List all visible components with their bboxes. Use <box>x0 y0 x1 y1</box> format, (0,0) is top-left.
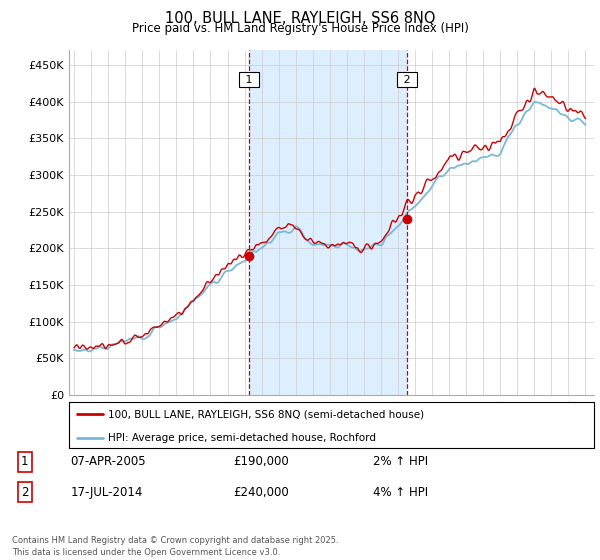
Text: 1: 1 <box>242 74 256 85</box>
Text: 100, BULL LANE, RAYLEIGH, SS6 8NQ: 100, BULL LANE, RAYLEIGH, SS6 8NQ <box>165 11 435 26</box>
Text: Price paid vs. HM Land Registry's House Price Index (HPI): Price paid vs. HM Land Registry's House … <box>131 22 469 35</box>
Text: 100, BULL LANE, RAYLEIGH, SS6 8NQ (semi-detached house): 100, BULL LANE, RAYLEIGH, SS6 8NQ (semi-… <box>109 409 425 419</box>
Text: 07-APR-2005: 07-APR-2005 <box>70 455 146 468</box>
Text: 4% ↑ HPI: 4% ↑ HPI <box>373 486 428 498</box>
Text: 2: 2 <box>400 74 414 85</box>
Text: £190,000: £190,000 <box>233 455 289 468</box>
Text: 17-JUL-2014: 17-JUL-2014 <box>70 486 143 498</box>
Text: £240,000: £240,000 <box>233 486 289 498</box>
Text: 2: 2 <box>21 486 29 498</box>
Text: HPI: Average price, semi-detached house, Rochford: HPI: Average price, semi-detached house,… <box>109 433 376 443</box>
Text: 2% ↑ HPI: 2% ↑ HPI <box>373 455 428 468</box>
Text: 1: 1 <box>21 455 29 468</box>
Text: Contains HM Land Registry data © Crown copyright and database right 2025.
This d: Contains HM Land Registry data © Crown c… <box>12 536 338 557</box>
Bar <box>249 50 407 395</box>
